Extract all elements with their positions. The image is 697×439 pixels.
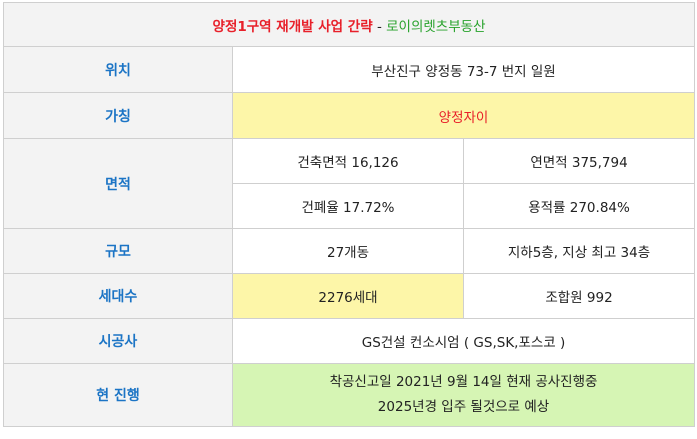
union-members: 조합원 992 — [462, 273, 696, 319]
table-title: 양정1구역 재개발 사업 간략 - 로이의렛츠부동산 — [2, 2, 696, 47]
progress-label: 현 진행 — [3, 363, 233, 427]
title-project: 양정1구역 재개발 사업 간략 — [212, 18, 373, 35]
household-total: 2276세대 — [232, 273, 464, 319]
total-floor-area: 연면적 375,794 — [462, 138, 696, 184]
building-area: 건축면적 16,126 — [232, 138, 464, 184]
progress-value: 착공신고일 2021년 9월 14일 현재 공사진행중 2025년경 입주 될것… — [231, 363, 696, 427]
location-value: 부산진구 양정동 73-7 번지 일원 — [231, 46, 696, 93]
households-label: 세대수 — [3, 273, 233, 319]
location-label: 위치 — [3, 46, 233, 93]
scale-label: 규모 — [3, 228, 233, 274]
area-label: 면적 — [3, 138, 233, 229]
building-count: 27개동 — [232, 228, 464, 274]
title-source: 로이의렛츠부동산 — [386, 18, 486, 35]
floor-area-ratio: 용적률 270.84% — [462, 183, 696, 229]
name-label: 가칭 — [3, 92, 233, 139]
coverage-ratio: 건폐율 17.72% — [232, 183, 464, 229]
contractor-value: GS건설 컨소시엄 ( GS,SK,포스코 ) — [231, 318, 696, 364]
floor-count: 지하5층, 지상 최고 34층 — [462, 228, 696, 274]
name-value: 양정자이 — [231, 92, 696, 139]
progress-line-2: 2025년경 입주 될것으로 예상 — [377, 399, 550, 415]
contractor-label: 시공사 — [3, 318, 233, 364]
name-value-text: 양정자이 — [438, 109, 489, 126]
project-summary-table: 양정1구역 재개발 사업 간략 - 로이의렛츠부동산 위치 부산진구 양정동 7… — [2, 2, 696, 427]
progress-line-1: 착공신고일 2021년 9월 14일 현재 공사진행중 — [329, 374, 598, 390]
title-separator: - — [372, 18, 387, 35]
